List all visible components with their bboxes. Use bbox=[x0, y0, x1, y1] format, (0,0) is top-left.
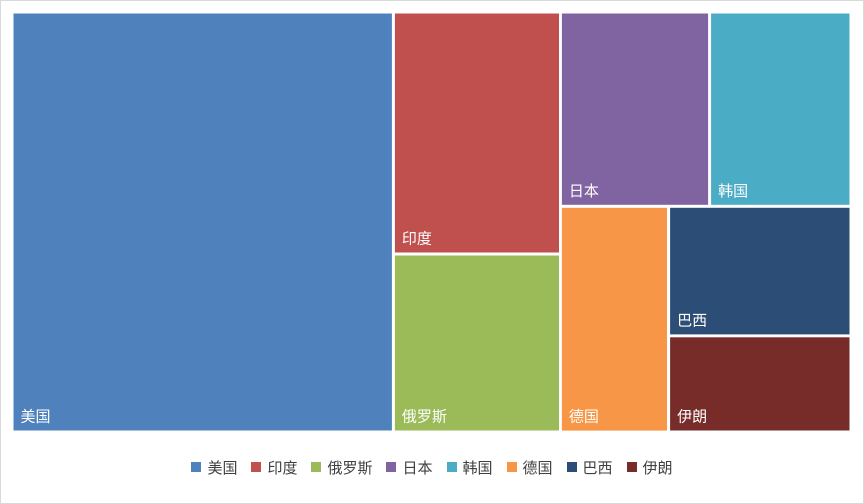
legend-swatch-4 bbox=[446, 462, 457, 472]
legend-label-7: 伊朗 bbox=[642, 458, 673, 477]
legend-item-6: 巴西 bbox=[566, 457, 613, 478]
treemap-label-3: 日本 bbox=[569, 182, 599, 200]
legend-label-5: 德国 bbox=[522, 458, 553, 477]
legend-item-3: 日本 bbox=[386, 457, 433, 478]
treemap-tile-0 bbox=[13, 13, 392, 431]
treemap-tile-4 bbox=[711, 13, 850, 205]
chart-legend: 美国 印度 俄罗斯 日本 韩国 德国 巴西 伊朗 bbox=[0, 455, 864, 479]
treemap-label-5: 德国 bbox=[569, 408, 599, 426]
legend-item-1: 印度 bbox=[251, 457, 297, 478]
legend-label-6: 巴西 bbox=[582, 458, 613, 477]
legend-swatch-2 bbox=[311, 462, 322, 472]
legend-item-2: 俄罗斯 bbox=[311, 457, 372, 478]
treemap-label-7: 伊朗 bbox=[677, 408, 707, 426]
legend-swatch-6 bbox=[566, 462, 577, 472]
treemap-tile-6 bbox=[670, 207, 850, 335]
legend-item-0: 美国 bbox=[191, 457, 237, 478]
treemap-tile-3 bbox=[561, 13, 709, 205]
legend-label-4: 韩国 bbox=[462, 458, 493, 477]
legend-swatch-0 bbox=[191, 462, 202, 472]
treemap-tile-2 bbox=[394, 255, 559, 431]
legend-label-2: 俄罗斯 bbox=[327, 458, 373, 477]
legend-label-1: 印度 bbox=[267, 458, 298, 477]
treemap-label-1: 印度 bbox=[402, 230, 432, 248]
legend-item-5: 德国 bbox=[506, 457, 553, 478]
legend-swatch-7 bbox=[626, 462, 637, 472]
legend-item-7: 伊朗 bbox=[626, 457, 673, 478]
treemap-tile-5 bbox=[561, 207, 667, 431]
legend-label-0: 美国 bbox=[207, 458, 238, 477]
treemap-label-0: 美国 bbox=[21, 408, 51, 426]
legend-swatch-1 bbox=[251, 462, 262, 472]
legend-label-3: 日本 bbox=[402, 458, 433, 477]
treemap-tile-1 bbox=[394, 13, 559, 253]
legend-item-4: 韩国 bbox=[446, 457, 493, 478]
treemap-label-2: 俄罗斯 bbox=[402, 408, 447, 426]
treemap-label-4: 韩国 bbox=[718, 182, 748, 200]
treemap-label-6: 巴西 bbox=[677, 311, 707, 329]
legend-swatch-5 bbox=[506, 462, 517, 472]
legend-swatch-3 bbox=[386, 462, 397, 472]
treemap-tile-7 bbox=[670, 337, 850, 431]
